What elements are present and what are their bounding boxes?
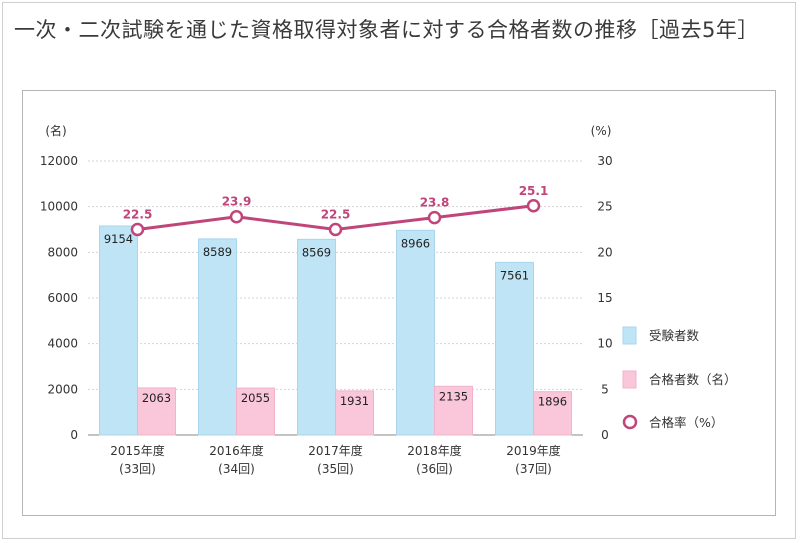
bar-examinees-value-label: 9154 <box>104 232 133 246</box>
rate-point <box>427 210 442 225</box>
bar-examinees-value-label: 8966 <box>401 236 430 250</box>
x-category-label: 2018年度 <box>407 443 462 458</box>
legend-rate-marker <box>622 414 638 430</box>
bar-examinees-value-label: 7561 <box>500 268 529 282</box>
x-category-label: 2019年度 <box>506 443 561 458</box>
y-left-unit-label: (名) <box>45 123 66 138</box>
x-category-label: 2017年度 <box>308 443 363 458</box>
bar-passers <box>137 387 176 436</box>
chart-panel: 0 2000 4000 6000 8000 10000 12000 0 5 10 15 20 25 30 (… <box>22 90 776 516</box>
y-right-tick-label: 5 <box>601 382 609 396</box>
y-right-tick-label: 30 <box>597 154 612 168</box>
bar-passers <box>236 387 275 436</box>
y-right-tick-label: 10 <box>597 337 612 351</box>
y-right-tick-label: 15 <box>597 291 612 305</box>
rate-line-layer <box>130 199 541 237</box>
y-right-tick-label: 20 <box>597 245 612 259</box>
bar-examinees <box>495 261 534 436</box>
x-category-label: 2016年度 <box>209 443 264 458</box>
bar-examinees <box>396 229 435 436</box>
combo-chart: 0 2000 4000 6000 8000 10000 12000 0 5 10 15 20 25 30 (… <box>40 123 737 476</box>
y-left-tick-label: 6000 <box>47 291 78 305</box>
bar-passers <box>335 390 374 436</box>
rate-value-label: 23.8 <box>420 196 450 210</box>
x-subcategory-label: (36回) <box>416 462 453 476</box>
legend-passers-swatch <box>622 370 637 389</box>
labels: 0 2000 4000 6000 8000 10000 12000 0 5 10 15 20 25 30 (… <box>40 123 613 476</box>
legend-passers-label: 合格者数（名） <box>649 372 737 387</box>
y-left-tick-label: 8000 <box>47 245 78 259</box>
bar-passers-value-label: 2135 <box>439 389 468 403</box>
rate-value-label: 22.5 <box>123 208 153 222</box>
x-subcategory-label: (34回) <box>218 462 255 476</box>
x-subcategory-label: (37回) <box>515 462 552 476</box>
y-right-tick-label: 0 <box>601 428 609 442</box>
rate-value-label: 25.1 <box>519 184 549 198</box>
rate-point <box>229 209 244 224</box>
rate-value-label: 22.5 <box>321 208 351 222</box>
x-subcategory-label: (33回) <box>119 462 156 476</box>
rate-point <box>130 222 145 237</box>
y-left-tick-label: 12000 <box>40 154 78 168</box>
y-right-tick-label: 25 <box>597 200 612 214</box>
y-left-tick-label: 4000 <box>47 337 78 351</box>
legend-examinees-label: 受験者数 <box>649 328 700 343</box>
bar-examinees-value-label: 8589 <box>203 245 232 259</box>
y-left-tick-label: 10000 <box>40 200 78 214</box>
bar-examinees <box>99 225 138 436</box>
bars <box>99 225 572 436</box>
rate-value-label: 23.9 <box>222 195 252 209</box>
y-left-tick-label: 0 <box>70 428 78 442</box>
y-left-tick-label: 2000 <box>47 382 78 396</box>
bar-passers <box>533 391 572 436</box>
bar-passers-value-label: 2063 <box>142 391 171 405</box>
legend-examinees-swatch <box>622 326 637 345</box>
bar-passers <box>434 385 473 436</box>
y-right-unit-label: (%) <box>591 124 612 138</box>
x-subcategory-label: (35回) <box>317 462 354 476</box>
rate-point <box>526 199 541 213</box>
bar-passers-value-label: 1931 <box>340 394 369 408</box>
bar-passers-value-label: 2055 <box>241 391 270 405</box>
bar-passers-value-label: 1896 <box>538 395 567 409</box>
x-category-label: 2015年度 <box>110 443 165 458</box>
bar-examinees-value-label: 8569 <box>302 245 331 259</box>
legend-rate-label: 合格率（%） <box>649 415 723 430</box>
bar-examinees <box>297 238 336 436</box>
bar-examinees <box>198 238 237 436</box>
rate-point <box>328 222 343 237</box>
page-title: 一次・二次試験を通じた資格取得対象者に対する合格者数の推移［過去5年］ <box>14 18 759 42</box>
